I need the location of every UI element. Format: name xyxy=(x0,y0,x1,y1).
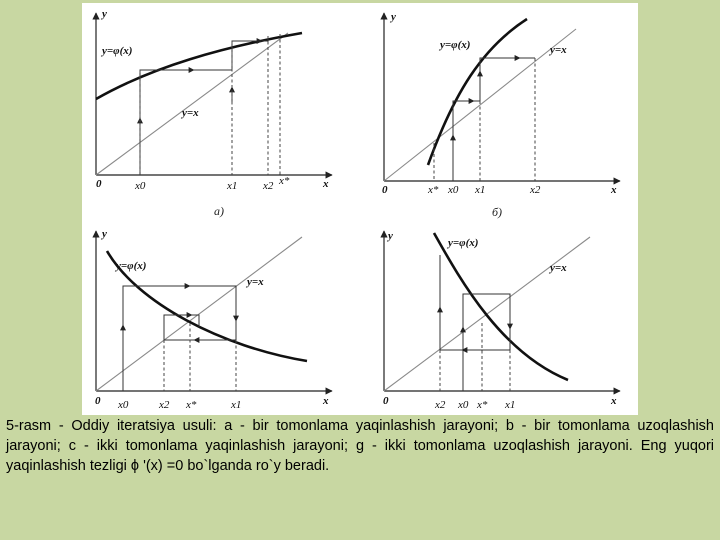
panel-a: y 0 x y=φ(x) y=x x0 x1 x2 x* a) xyxy=(96,8,332,218)
panel-d-origin: 0 xyxy=(383,395,389,407)
panel-d-x-label: x xyxy=(610,395,617,407)
panel-d-tick-x1: x1 xyxy=(504,399,515,411)
panel-c-origin: 0 xyxy=(95,395,101,407)
panel-a-tick-x0: x0 xyxy=(134,180,146,192)
panel-b-caption: б) xyxy=(492,205,502,219)
panel-d-diag-label: y=x xyxy=(548,262,567,274)
panel-c-diag-label: y=x xyxy=(245,276,264,288)
panel-a-origin: 0 xyxy=(96,178,102,190)
panel-a-tick-x2: x2 xyxy=(262,180,274,192)
panel-c-y-label: y xyxy=(100,228,107,240)
panel-c-x-label: x xyxy=(322,395,329,407)
panel-c-tick-x0: x0 xyxy=(117,399,129,411)
panel-c-phi-label: y=φ(x) xyxy=(114,260,146,272)
panel-c-iteration-path xyxy=(123,286,236,391)
panel-b-y-label: y xyxy=(389,11,396,23)
panel-b-tick-x0: x0 xyxy=(447,184,459,196)
panel-a-tick-x1: x1 xyxy=(226,180,237,192)
panel-b-iteration-path xyxy=(453,58,535,181)
panel-d: y 0 x y=φ(x) y=x x2 x0 x* x1 xyxy=(383,230,620,411)
panel-b-tick-x1: x1 xyxy=(474,184,485,196)
panel-b-phi-label: y=φ(x) xyxy=(438,39,470,51)
iteration-figure: y 0 x y=φ(x) y=x x0 x1 x2 x* a) y 0 x y=… xyxy=(82,3,638,415)
panel-a-iteration-path xyxy=(140,36,268,175)
panel-d-y-label: y xyxy=(386,230,393,242)
panel-b-x-label: x xyxy=(610,184,617,196)
panel-d-tick-x0: x0 xyxy=(457,399,469,411)
panel-a-tick-xstar: x* xyxy=(278,175,290,187)
panel-b-origin: 0 xyxy=(382,184,388,196)
panel-a-y-label: y xyxy=(100,8,107,20)
panel-a-phi-label: y=φ(x) xyxy=(100,45,132,57)
panel-b-diag-label: y=x xyxy=(548,44,567,56)
panel-a-x-label: x xyxy=(322,178,329,190)
panel-c: y 0 x y=φ(x) y=x x0 x2 x* x1 xyxy=(95,228,332,411)
panel-c-tick-xstar: x* xyxy=(185,399,197,411)
panel-d-phi-label: y=φ(x) xyxy=(446,237,478,249)
panel-a-phi-curve xyxy=(96,33,302,99)
panel-d-tick-x2: x2 xyxy=(434,399,446,411)
panel-a-caption: a) xyxy=(214,204,224,218)
figure-caption: 5-rasm - Oddiy iteratsiya usuli: a - bir… xyxy=(6,416,714,476)
panel-d-tick-xstar: x* xyxy=(476,399,488,411)
panel-b: y 0 x y=φ(x) y=x x* x0 x1 x2 б) xyxy=(382,11,620,219)
panel-b-tick-xstar: x* xyxy=(427,184,439,196)
panel-c-tick-x2: x2 xyxy=(158,399,170,411)
panel-b-tick-x2: x2 xyxy=(529,184,541,196)
panel-a-diag-label: y=x xyxy=(180,107,199,119)
panel-c-tick-x1: x1 xyxy=(230,399,241,411)
panel-d-phi-curve xyxy=(434,233,568,380)
